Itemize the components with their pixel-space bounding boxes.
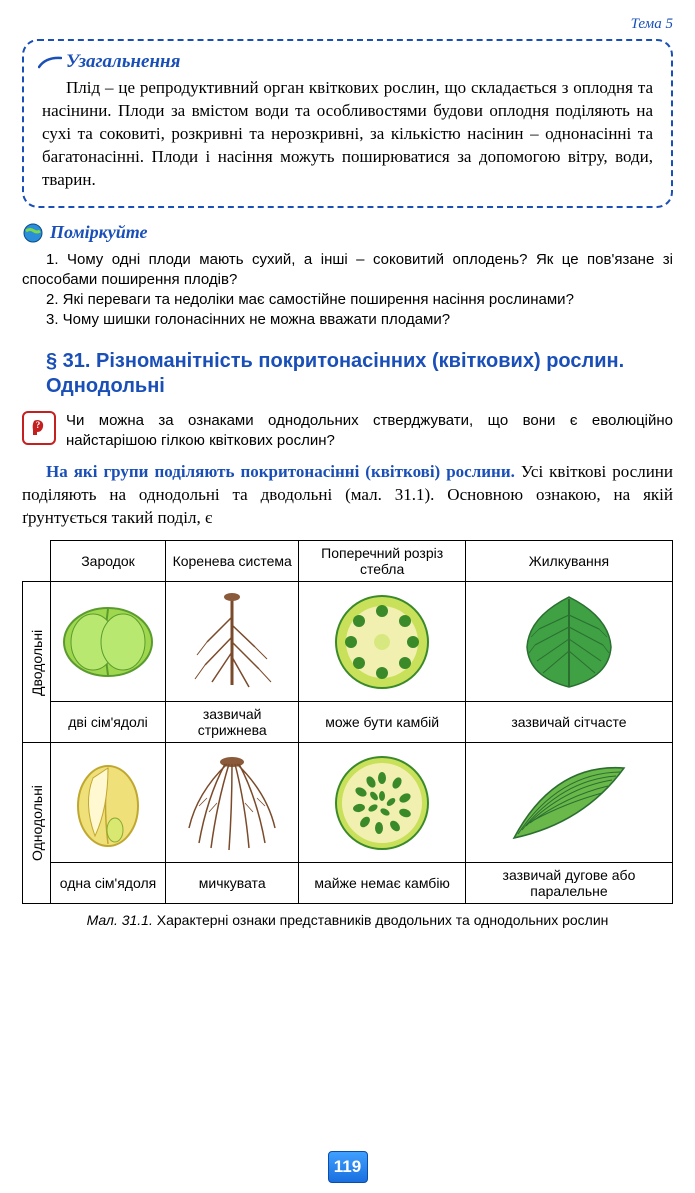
- think-q2: 2. Які переваги та недоліки має самостій…: [22, 290, 673, 310]
- row-label-monocot: Однодольні: [23, 743, 51, 904]
- monocot-root-cell: [166, 743, 299, 863]
- summary-title: Узагальнення: [66, 51, 653, 73]
- table-row: дві сім'ядолі зазвичай стрижнева може бу…: [23, 702, 673, 743]
- comparison-table: Зародок Коренева система Поперечний розр…: [22, 540, 673, 904]
- cell-label: мичкувата: [166, 863, 299, 904]
- cell-label: зазвичай стрижнева: [166, 702, 299, 743]
- question-text: Чи можна за ознаками однодольних ствердж…: [66, 411, 673, 452]
- head-question-icon: ?: [22, 411, 56, 445]
- think-title: Поміркуйте: [50, 222, 148, 243]
- swoosh-icon: [38, 55, 62, 69]
- cell-label: дві сім'ядолі: [51, 702, 166, 743]
- figure-caption: Мал. 31.1. Характерні ознаки представник…: [22, 912, 673, 928]
- cell-label: зазвичай сітчасте: [465, 702, 672, 743]
- think-section: Поміркуйте 1. Чому одні плоди мають сухи…: [22, 222, 673, 331]
- caption-text: Характерні ознаки представників дводольн…: [153, 912, 609, 928]
- cell-label: може бути камбій: [299, 702, 466, 743]
- table-row: Однодольні: [23, 743, 673, 863]
- cell-label: одна сім'ядоля: [51, 863, 166, 904]
- cell-label: зазвичай дугове або паралельне: [465, 863, 672, 904]
- col-header: Поперечний розріз стебла: [299, 541, 466, 582]
- think-q1: 1. Чому одні плоди мають сухий, а інші –…: [22, 250, 673, 291]
- table-row: Дводольні: [23, 582, 673, 702]
- summary-text: Плід – це репродуктивний орган квіткових…: [42, 77, 653, 192]
- dicot-stem-cell: [299, 582, 466, 702]
- monocot-stem-cell: [299, 743, 466, 863]
- col-header: Жилкування: [465, 541, 672, 582]
- cell-label: майже немає камбію: [299, 863, 466, 904]
- globe-icon: [22, 222, 44, 244]
- row-label-dicot: Дводольні: [23, 582, 51, 743]
- table-row: одна сім'ядоля мичкувата майже немає кам…: [23, 863, 673, 904]
- dicot-leaf-cell: [465, 582, 672, 702]
- svg-text:?: ?: [36, 420, 41, 430]
- col-header: Коренева система: [166, 541, 299, 582]
- page-number: 119: [328, 1151, 368, 1183]
- caption-label: Мал. 31.1.: [87, 912, 153, 928]
- topic-tag: Тема 5: [22, 16, 673, 33]
- dicot-root-cell: [166, 582, 299, 702]
- monocot-leaf-cell: [465, 743, 672, 863]
- table-header-row: Зародок Коренева система Поперечний розр…: [23, 541, 673, 582]
- think-q3: 3. Чому шишки голонасінних не можна вваж…: [22, 310, 673, 330]
- question-box: ? Чи можна за ознаками однодольних ствер…: [22, 411, 673, 452]
- monocot-embryo-cell: [51, 743, 166, 863]
- section-title: § 31. Різноманітність покритонасінних (к…: [46, 349, 673, 399]
- col-header: Зародок: [51, 541, 166, 582]
- dicot-embryo-cell: [51, 582, 166, 702]
- summary-box: Узагальнення Плід – це репродуктивний ор…: [22, 39, 673, 208]
- think-header: Поміркуйте: [22, 222, 673, 244]
- body-paragraph: На які групи поділяють покритонасінні (к…: [22, 461, 673, 530]
- lead-bold: На які групи поділяють покритонасінні (к…: [46, 462, 515, 481]
